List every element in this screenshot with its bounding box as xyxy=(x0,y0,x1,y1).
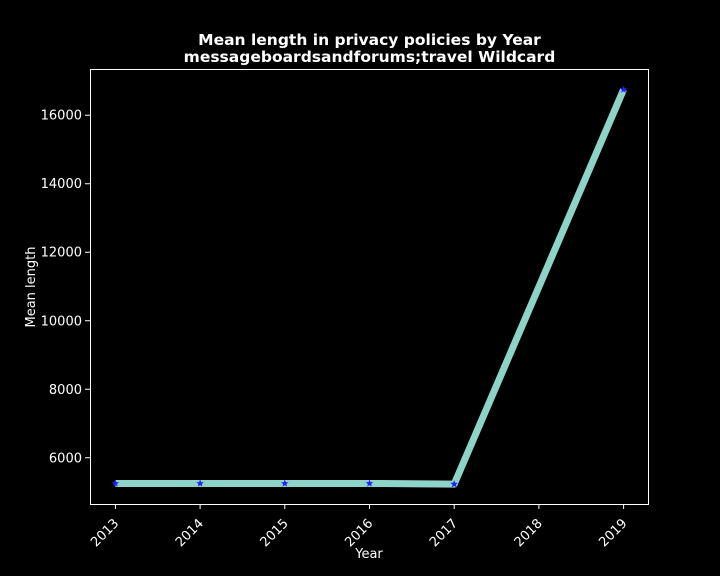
chart-subtitle: messageboardsandforums;travel Wildcard xyxy=(183,48,556,66)
x-tick-label: 2014 xyxy=(173,516,207,550)
chart-title: Mean length in privacy policies by Year xyxy=(198,31,541,49)
y-tick-label: 14000 xyxy=(41,177,82,192)
x-tick-label: 2017 xyxy=(427,516,461,550)
x-tick-label: 2015 xyxy=(258,516,292,550)
data-point-star xyxy=(619,85,628,93)
y-axis-label: Mean length xyxy=(24,247,39,328)
y-tick-label: 10000 xyxy=(41,314,82,329)
x-tick-label: 2018 xyxy=(512,516,546,550)
plot-area-frame xyxy=(90,69,649,505)
data-point-star xyxy=(450,480,458,488)
y-tick-label: 6000 xyxy=(49,451,82,466)
x-axis-label: Year xyxy=(354,547,383,562)
series-line xyxy=(115,88,627,488)
x-tick-label: 2013 xyxy=(88,516,122,550)
y-tick-label: 12000 xyxy=(41,246,82,261)
x-tick-label: 2019 xyxy=(596,516,630,550)
data-point-star xyxy=(365,479,374,487)
data-point-star xyxy=(196,479,204,487)
data-point-star xyxy=(111,479,120,487)
y-tick-label: 16000 xyxy=(41,109,82,124)
x-tick-label: 2016 xyxy=(342,516,376,550)
data-point-star xyxy=(281,479,289,487)
y-tick-label: 8000 xyxy=(49,383,82,398)
